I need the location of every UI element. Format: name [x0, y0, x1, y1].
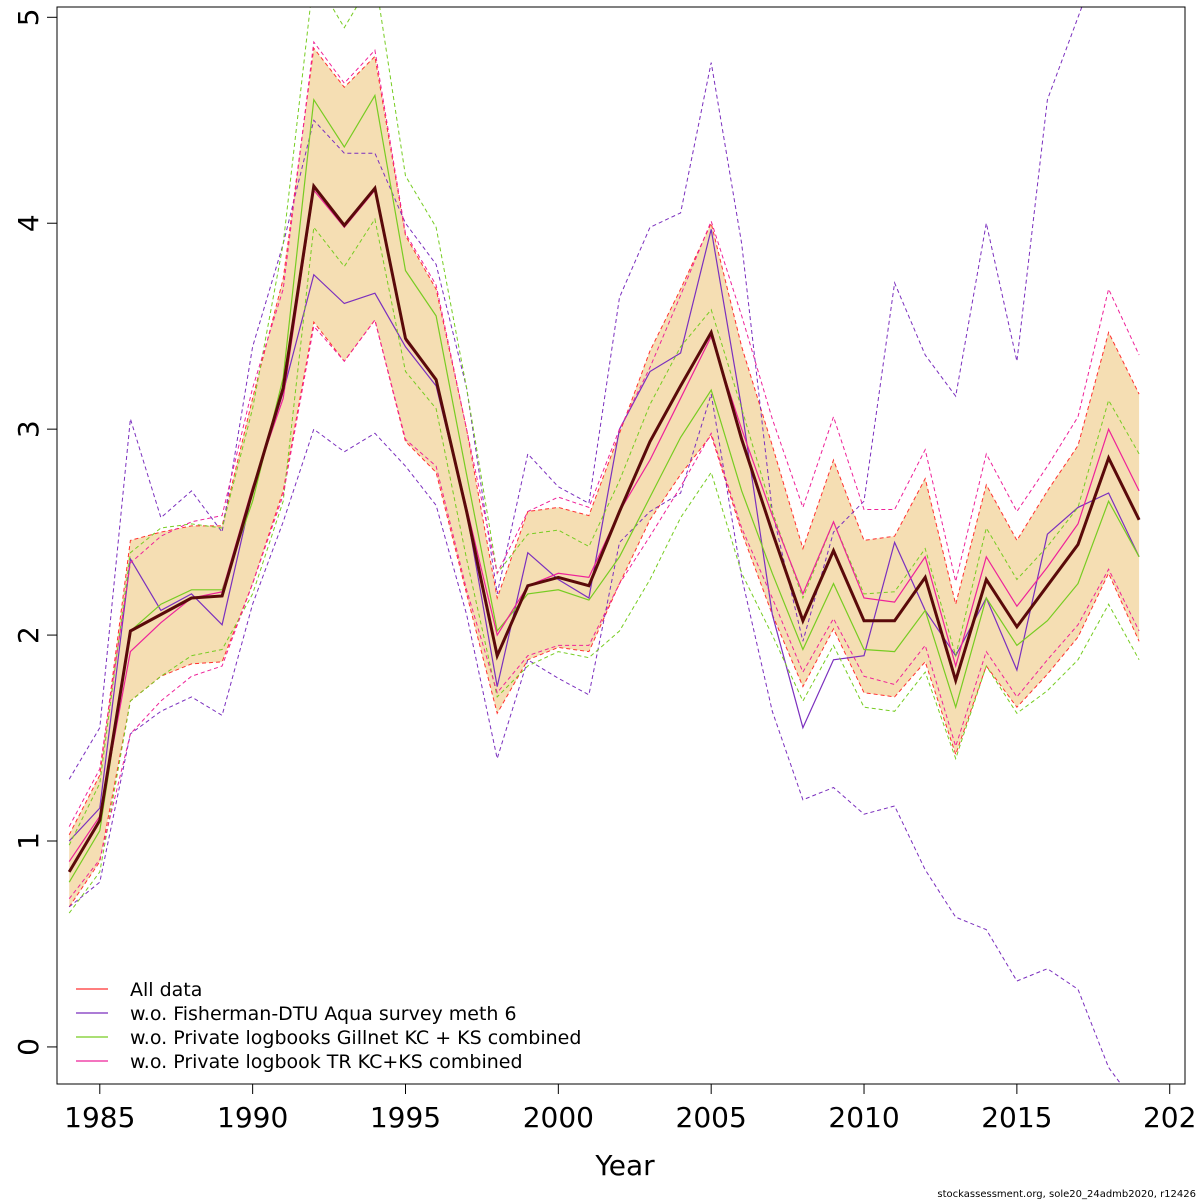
series-2-line: [68, 93, 1140, 883]
legend-label: w.o. Private logbooks Gillnet KC + KS co…: [130, 1027, 581, 1049]
legend-label: w.o. Fisherman-DTU Aqua survey meth 6: [130, 1003, 517, 1025]
legend-item: w.o. Private logbooks Gillnet KC + KS co…: [76, 1027, 581, 1049]
y-tick-label: 2: [12, 626, 45, 644]
series-3-lower-bound: [68, 318, 1140, 900]
x-tick-label: 1985: [64, 1101, 135, 1134]
x-tick-label: 1995: [370, 1101, 441, 1134]
series-2-lower-bound: [68, 217, 1140, 914]
y-tick-label: 0: [12, 1038, 45, 1056]
y-tick-label: 3: [12, 420, 45, 438]
legend-label: All data: [130, 979, 202, 1001]
footer-text: stockassessment.org, sole20_24admb2020, …: [937, 1189, 1196, 1200]
base-estimate-line: [67, 182, 1141, 873]
base-estimate: [67, 182, 1141, 873]
y-axis: 0 1 2 3 4 5: [12, 8, 58, 1056]
y-tick-label: 4: [12, 214, 45, 232]
x-tick-label: 2015: [981, 1101, 1052, 1134]
legend-label: w.o. Private logbook TR KC+KS combined: [130, 1051, 523, 1073]
y-tick-label: 5: [12, 8, 45, 26]
legend-item: w.o. Fisherman-DTU Aqua survey meth 6: [76, 1003, 517, 1025]
series-3-upper-bound: [68, 40, 1140, 827]
x-tick-label: 2010: [828, 1101, 899, 1134]
x-axis: 1985 1990 1995 2000 2005 2010 2015 202: [64, 1083, 1196, 1134]
x-tick-label: 1990: [217, 1101, 288, 1134]
confidence-band: [69, 48, 1140, 907]
x-tick-label: 2005: [676, 1101, 747, 1134]
confidence-band-area: [69, 48, 1140, 907]
series-2-upper-bound: [68, 7, 1140, 846]
x-axis-title: Year: [594, 1149, 655, 1182]
series-1-upper-bound: [68, 7, 1083, 780]
y-tick-label: 1: [12, 832, 45, 850]
series-0-upper-bound: [68, 46, 1140, 836]
series-1-lower-bound: [68, 393, 1122, 1084]
x-tick-label: 202: [1143, 1101, 1196, 1134]
legend-item: w.o. Private logbook TR KC+KS combined: [76, 1051, 523, 1073]
legend-item: All data: [76, 979, 202, 1001]
x-tick-label: 2000: [523, 1101, 594, 1134]
